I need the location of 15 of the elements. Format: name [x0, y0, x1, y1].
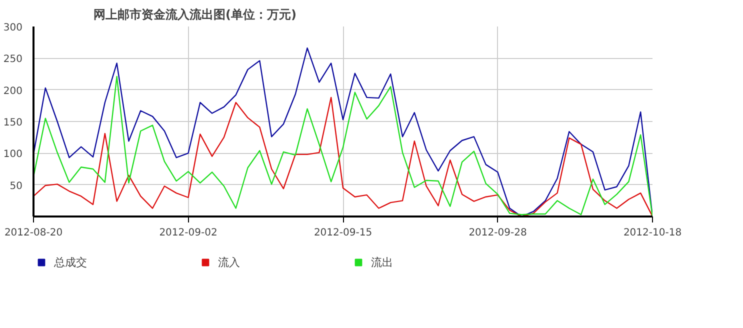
x-tick-label: 2012-09-28 — [468, 228, 527, 238]
y-tick-label: 50 — [10, 180, 23, 192]
y-tick-label: 150 — [3, 118, 23, 128]
x-tick-label: 2012-10-18 — [623, 228, 682, 238]
y-tick-label: 250 — [3, 54, 23, 66]
legend-label: 流入 — [218, 254, 240, 270]
x-tick-label: 2012-08-20 — [4, 228, 63, 238]
legend-label: 总成交 — [54, 254, 87, 270]
y-tick-label: 200 — [3, 86, 23, 97]
y-tick-label: 100 — [3, 149, 23, 160]
legend-label: 流出 — [371, 254, 393, 270]
x-tick-label: 2012-09-02 — [159, 228, 218, 238]
x-tick-label: 2012-09-15 — [314, 228, 372, 238]
chart-title: 网上邮市资金流入流出图(单位：万元) — [94, 8, 296, 22]
y-tick-label: 300 — [3, 22, 23, 34]
